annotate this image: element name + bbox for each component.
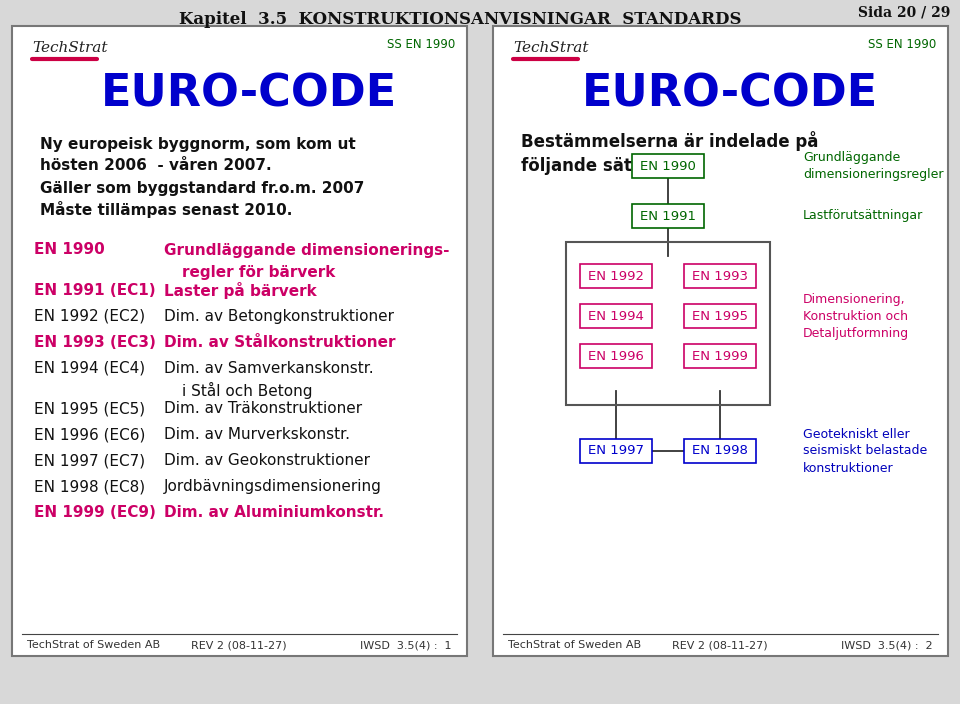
Text: SS EN 1990: SS EN 1990 — [868, 37, 936, 51]
Text: EN 1992 (EC2): EN 1992 (EC2) — [34, 309, 145, 324]
Text: EN 1998 (EC8): EN 1998 (EC8) — [34, 479, 145, 494]
Text: Gäller som byggstandard fr.o.m. 2007: Gäller som byggstandard fr.o.m. 2007 — [40, 180, 365, 196]
Text: EN 1994 (EC4): EN 1994 (EC4) — [34, 360, 145, 376]
Text: Lastförutsättningar: Lastförutsättningar — [803, 210, 924, 222]
Text: EURO-CODE: EURO-CODE — [582, 73, 878, 115]
Text: följande sätt:: följande sätt: — [521, 157, 646, 175]
Text: EN 1999: EN 1999 — [692, 349, 748, 363]
FancyBboxPatch shape — [684, 344, 756, 368]
Text: Dim. av Stålkonstruktioner: Dim. av Stålkonstruktioner — [164, 335, 396, 350]
Text: TechStrat of Sweden AB: TechStrat of Sweden AB — [27, 640, 160, 650]
Text: EN 1991: EN 1991 — [640, 210, 696, 222]
Text: IWSD  3.5(4) :  2: IWSD 3.5(4) : 2 — [841, 640, 933, 650]
Text: EURO-CODE: EURO-CODE — [101, 73, 397, 115]
Text: Måste tillämpas senast 2010.: Måste tillämpas senast 2010. — [40, 201, 293, 218]
FancyBboxPatch shape — [684, 264, 756, 288]
Text: Jordbävningsdimensionering: Jordbävningsdimensionering — [164, 479, 382, 494]
Text: EN 1996: EN 1996 — [588, 349, 644, 363]
Text: EN 1997: EN 1997 — [588, 444, 644, 458]
Text: Dim. av Aluminiumkonstr.: Dim. av Aluminiumkonstr. — [164, 505, 384, 520]
Text: EN 1997 (EC7): EN 1997 (EC7) — [34, 453, 145, 468]
Text: EN 1990: EN 1990 — [640, 160, 696, 172]
Text: Bestämmelserna är indelade på: Bestämmelserna är indelade på — [521, 131, 818, 151]
Text: EN 1992: EN 1992 — [588, 270, 644, 282]
Text: EN 1990: EN 1990 — [34, 242, 105, 258]
Text: Sida 20 / 29: Sida 20 / 29 — [857, 6, 950, 20]
FancyBboxPatch shape — [684, 439, 756, 463]
FancyBboxPatch shape — [684, 304, 756, 328]
FancyBboxPatch shape — [12, 26, 467, 656]
Text: EN 1994: EN 1994 — [588, 310, 644, 322]
Text: EN 1993: EN 1993 — [692, 270, 748, 282]
Text: Dimensionering,
Konstruktion och
Detaljutformning: Dimensionering, Konstruktion och Detalju… — [803, 292, 909, 339]
Text: TechStrat: TechStrat — [32, 41, 108, 55]
Text: EN 1998: EN 1998 — [692, 444, 748, 458]
Text: Grundläggande dimensionerings-: Grundläggande dimensionerings- — [164, 242, 449, 258]
Text: EN 1995: EN 1995 — [692, 310, 748, 322]
Text: Laster på bärverk: Laster på bärverk — [164, 282, 317, 298]
FancyBboxPatch shape — [580, 304, 652, 328]
Text: EN 1991 (EC1): EN 1991 (EC1) — [34, 283, 156, 298]
Text: Grundläggande
dimensioneringsregler: Grundläggande dimensioneringsregler — [803, 151, 944, 181]
Text: TechStrat of Sweden AB: TechStrat of Sweden AB — [508, 640, 641, 650]
Text: Kapitel  3.5  KONSTRUKTIONSANVISNINGAR  STANDARDS: Kapitel 3.5 KONSTRUKTIONSANVISNINGAR STA… — [179, 11, 741, 28]
Text: Geotekniskt eller
seismiskt belastade
konstruktioner: Geotekniskt eller seismiskt belastade ko… — [803, 427, 927, 474]
Text: EN 1995 (EC5): EN 1995 (EC5) — [34, 401, 145, 416]
Text: i Stål och Betong: i Stål och Betong — [182, 382, 313, 399]
Text: EN 1993 (EC3): EN 1993 (EC3) — [34, 335, 156, 350]
Text: REV 2 (08-11-27): REV 2 (08-11-27) — [191, 640, 287, 650]
Text: TechStrat: TechStrat — [513, 41, 588, 55]
FancyBboxPatch shape — [580, 264, 652, 288]
Text: Dim. av Betongkonstruktioner: Dim. av Betongkonstruktioner — [164, 309, 394, 324]
FancyBboxPatch shape — [632, 154, 704, 178]
FancyBboxPatch shape — [632, 204, 704, 228]
Text: EN 1999 (EC9): EN 1999 (EC9) — [34, 505, 156, 520]
Text: Dim. av Träkonstruktioner: Dim. av Träkonstruktioner — [164, 401, 362, 416]
Text: Dim. av Geokonstruktioner: Dim. av Geokonstruktioner — [164, 453, 370, 468]
FancyBboxPatch shape — [493, 26, 948, 656]
Text: regler för bärverk: regler för bärverk — [182, 265, 335, 279]
Text: hösten 2006  - våren 2007.: hösten 2006 - våren 2007. — [40, 158, 272, 173]
Text: EN 1996 (EC6): EN 1996 (EC6) — [34, 427, 145, 442]
Text: IWSD  3.5(4) :  1: IWSD 3.5(4) : 1 — [361, 640, 452, 650]
Text: Dim. av Samverkanskonstr.: Dim. av Samverkanskonstr. — [164, 360, 373, 376]
Text: SS EN 1990: SS EN 1990 — [387, 37, 455, 51]
FancyBboxPatch shape — [580, 439, 652, 463]
Text: Ny europeisk byggnorm, som kom ut: Ny europeisk byggnorm, som kom ut — [40, 137, 356, 151]
Text: REV 2 (08-11-27): REV 2 (08-11-27) — [672, 640, 768, 650]
Text: Dim. av Murverkskonstr.: Dim. av Murverkskonstr. — [164, 427, 350, 442]
FancyBboxPatch shape — [580, 344, 652, 368]
